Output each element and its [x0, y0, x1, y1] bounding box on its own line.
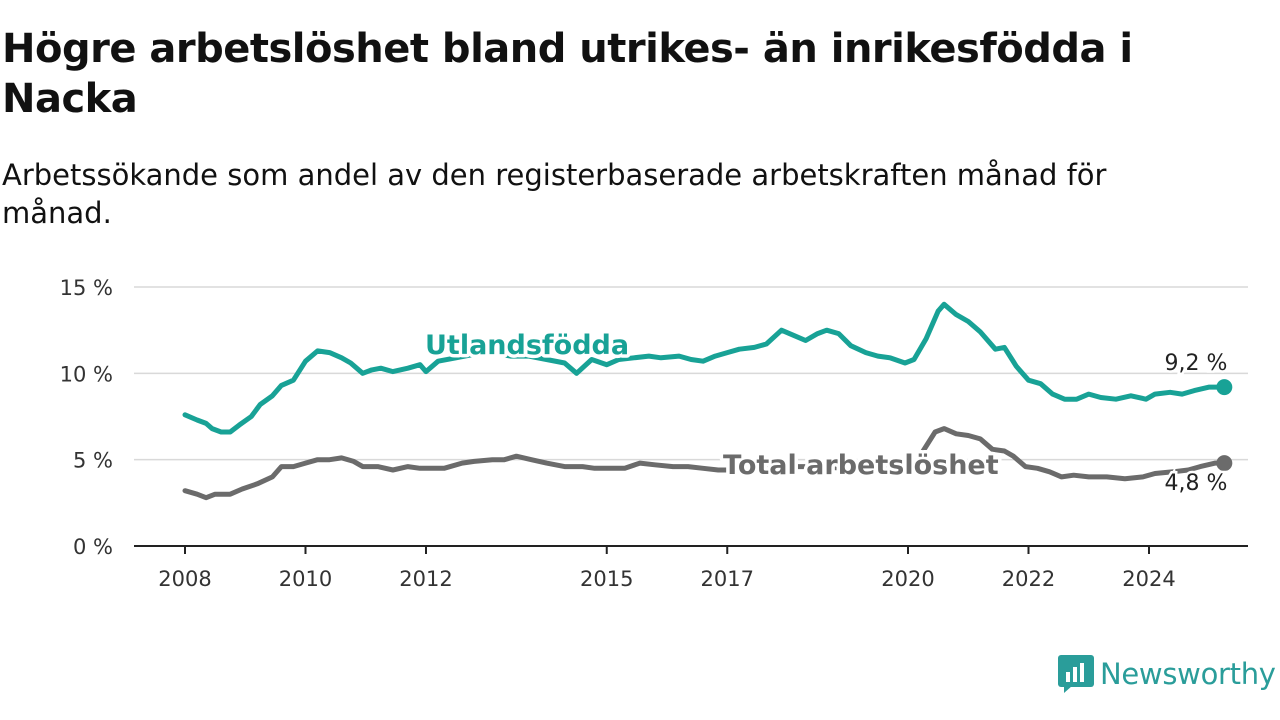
series-lines [182, 301, 1233, 501]
series-end-point-utlandsfodda [1216, 379, 1233, 396]
series-line-total [182, 426, 1227, 501]
series-labels: Utlandsfödda 9,2 % Total arbetslöshet 4,8 % [422, 327, 1230, 499]
x-tick-label: 2015 [580, 567, 633, 591]
newsworthy-logo: Newsworthy [1058, 654, 1276, 694]
end-value-label-total: 4,8 % [1165, 471, 1228, 496]
series-label-total: Total arbetslöshet [723, 450, 999, 481]
x-tick-label: 2010 [279, 567, 332, 591]
chart-subtitle: Arbetssökande som andel av den registerb… [2, 158, 1107, 230]
x-tick-label: 2012 [399, 567, 452, 591]
x-tick-label: 2020 [881, 567, 934, 591]
newsworthy-logo-icon [1058, 655, 1094, 693]
y-tick-label: 5 % [73, 449, 113, 473]
end-value-label-utlandsfodda: 9,2 % [1165, 351, 1228, 376]
series-label-utlandsfodda: Utlandsfödda [425, 330, 629, 361]
series-line-utlandsfodda [182, 301, 1227, 435]
y-tick-label: 15 % [60, 276, 113, 300]
x-tick-label: 2017 [701, 567, 754, 591]
y-tick-label: 0 % [73, 535, 113, 559]
x-tick-label: 2024 [1122, 567, 1175, 591]
newsworthy-logo-text: Newsworthy [1100, 657, 1276, 691]
x-tick-label: 2022 [1002, 567, 1055, 591]
y-tick-label: 10 % [60, 362, 113, 386]
y-axis: 0 % 5 % 10 % 15 % [60, 276, 113, 559]
chart-title: Högre arbetslöshet bland utrikes- än inr… [2, 26, 1133, 122]
x-tick-label: 2008 [158, 567, 211, 591]
gridlines [134, 286, 1248, 461]
series-end-point-total [1216, 455, 1233, 472]
x-axis: 2008 2010 2012 2015 2017 2020 2022 2024 [134, 545, 1248, 591]
